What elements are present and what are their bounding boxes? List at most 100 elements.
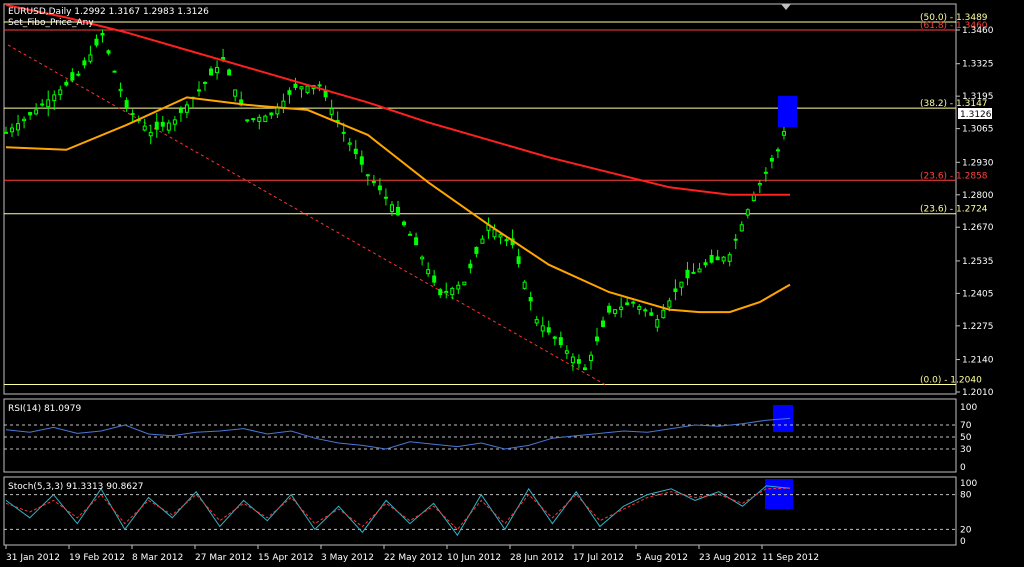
candle-body bbox=[667, 300, 672, 308]
chart-header-symbol: EURUSD,Daily 1.2992 1.3167 1.2983 1.3126 bbox=[8, 7, 209, 17]
candle-body bbox=[88, 54, 93, 62]
candle-body bbox=[172, 119, 177, 125]
candle-body bbox=[438, 289, 443, 296]
candle-body bbox=[601, 320, 606, 327]
date-tick-label: 31 Jan 2012 bbox=[6, 553, 60, 563]
candle-body bbox=[347, 142, 352, 145]
stoch-axis-label: 80 bbox=[960, 491, 972, 501]
candle-body bbox=[112, 70, 117, 73]
candle-body bbox=[625, 302, 630, 306]
rsi-panel[interactable] bbox=[3, 398, 957, 473]
candle-body bbox=[40, 103, 45, 106]
candle-body bbox=[691, 271, 696, 274]
candle-body bbox=[745, 209, 750, 216]
candle-body bbox=[546, 327, 551, 333]
candle-body bbox=[468, 263, 473, 269]
candle-body bbox=[703, 262, 708, 266]
candle-body bbox=[673, 288, 678, 293]
candle-body bbox=[203, 81, 208, 84]
highlight-box-stoch bbox=[765, 479, 793, 509]
candle-body bbox=[323, 90, 328, 98]
candle-body bbox=[371, 180, 376, 183]
price-tick-label: 1.3065 bbox=[962, 125, 994, 135]
candle-body bbox=[46, 99, 51, 108]
candle-body bbox=[534, 319, 539, 324]
candle-body bbox=[10, 127, 15, 133]
candle-body bbox=[462, 281, 467, 286]
date-tick-label: 28 Jun 2012 bbox=[510, 553, 564, 563]
trend-line-dashed bbox=[7, 44, 606, 385]
fibo-label: (23.6) - 1.2858 bbox=[920, 171, 988, 181]
date-tick-label: 23 Aug 2012 bbox=[699, 553, 757, 563]
candle-body bbox=[396, 206, 400, 216]
fibo-lines: (50.0) - 1.3489(61.8) - 1.3460 (38.2) - 1… bbox=[4, 13, 988, 386]
candle-body bbox=[365, 174, 370, 177]
scroll-triangle-icon[interactable] bbox=[781, 4, 791, 10]
candle-body bbox=[142, 125, 147, 131]
candle-body bbox=[679, 281, 684, 288]
candle-body bbox=[100, 32, 105, 36]
price-tick-label: 1.3460 bbox=[962, 26, 994, 36]
date-tick-label: 22 May 2012 bbox=[384, 553, 443, 563]
candle-body bbox=[329, 108, 334, 115]
price-panel[interactable] bbox=[3, 3, 957, 395]
stoch-axis-label: 20 bbox=[960, 525, 972, 535]
candle-body bbox=[305, 85, 310, 93]
candle-body bbox=[353, 148, 358, 155]
candle-body bbox=[227, 69, 232, 76]
candle-body bbox=[52, 94, 57, 102]
stoch-indicator: 100 80 20 0 bbox=[4, 479, 977, 547]
candle-body bbox=[299, 86, 304, 90]
candle-body bbox=[480, 238, 485, 244]
candle-body bbox=[763, 171, 768, 174]
candle-body bbox=[721, 256, 726, 262]
candle-body bbox=[22, 118, 27, 122]
candle-body bbox=[402, 221, 407, 226]
date-axis: 31 Jan 2012 19 Feb 2012 8 Mar 2012 27 Mar 2… bbox=[5, 545, 819, 563]
candle-body bbox=[619, 306, 624, 310]
candle-body bbox=[715, 256, 720, 261]
date-tick-label: 3 May 2012 bbox=[321, 553, 374, 563]
candle-body bbox=[444, 291, 449, 294]
candle-body bbox=[661, 309, 666, 319]
candle-body bbox=[420, 256, 425, 260]
highlight-box-price bbox=[778, 96, 797, 127]
candle-body bbox=[82, 60, 87, 66]
candle-body bbox=[178, 108, 183, 113]
current-price-box bbox=[958, 108, 992, 119]
price-tick-label: 1.2275 bbox=[962, 322, 994, 332]
fibo-label: (23.6) - 1.2724 bbox=[920, 205, 988, 215]
candle-body bbox=[34, 109, 39, 115]
candle-body bbox=[540, 325, 545, 332]
candle-body bbox=[257, 116, 262, 122]
fibo-label: (38.2) - 1.3147 bbox=[920, 99, 988, 109]
stoch-label: Stoch(5,3,3) 91.3313 90.8627 bbox=[8, 482, 143, 492]
moving-averages bbox=[5, 4, 791, 314]
fibo-label: (0.0) - 1.2040 bbox=[920, 376, 982, 386]
price-tick-label: 1.2535 bbox=[962, 257, 994, 267]
candle-body bbox=[528, 297, 533, 302]
ma-slow-line bbox=[5, 4, 790, 196]
candle-body bbox=[341, 131, 346, 134]
candle-body bbox=[269, 112, 274, 116]
candle-body bbox=[124, 100, 129, 108]
candle-body bbox=[263, 115, 268, 123]
candle-body bbox=[275, 107, 280, 115]
candle-body bbox=[697, 268, 702, 273]
candle-body bbox=[498, 234, 503, 238]
candle-body bbox=[450, 287, 455, 296]
candle-body bbox=[359, 156, 364, 165]
date-tick-label: 17 Jul 2012 bbox=[573, 553, 624, 563]
stoch-panel[interactable] bbox=[3, 476, 957, 546]
candle-body bbox=[215, 66, 220, 74]
candle-body bbox=[595, 336, 600, 342]
candle-body bbox=[733, 238, 738, 241]
price-tick-label: 1.2010 bbox=[962, 388, 994, 398]
candle-body bbox=[426, 269, 431, 275]
rsi-axis-label: 0 bbox=[960, 463, 966, 473]
rsi-axis-label: 30 bbox=[960, 445, 972, 455]
candle-body bbox=[727, 254, 732, 262]
date-tick-label: 8 Mar 2012 bbox=[132, 553, 183, 563]
price-tick-label: 1.2140 bbox=[962, 356, 994, 366]
